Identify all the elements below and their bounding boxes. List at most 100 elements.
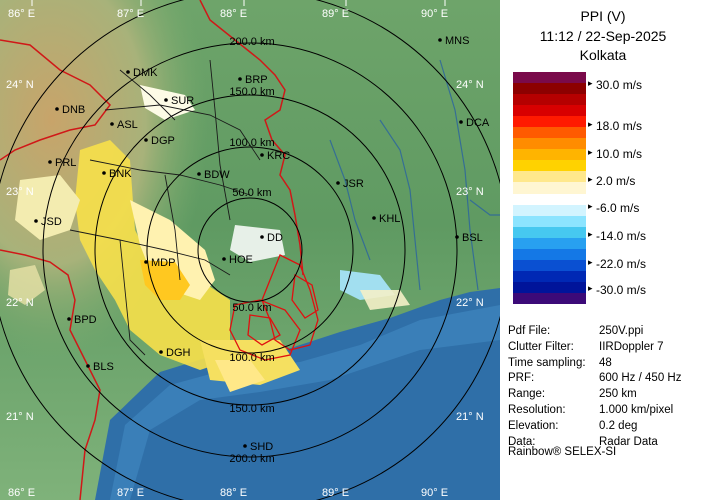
city-label-prl: PRL bbox=[55, 157, 76, 169]
color-scale-label: -30.0 m/s bbox=[588, 283, 646, 297]
city-label-asl: ASL bbox=[117, 119, 138, 131]
lon-label-bottom: 86° E bbox=[8, 487, 35, 499]
city-label-sur: SUR bbox=[171, 95, 194, 107]
product-title: PPI (V) bbox=[580, 8, 626, 24]
color-scale-swatch bbox=[513, 171, 586, 183]
city-label-bnk: BNK bbox=[109, 168, 132, 180]
international-border bbox=[199, 0, 304, 276]
graticule: 86° E 86° E 87° E 87° E 88° E 88° E 89° E 89° E… bbox=[6, 0, 484, 499]
color-scale-label: -22.0 m/s bbox=[588, 257, 646, 271]
city-dot-bls bbox=[86, 364, 90, 368]
lon-label-top: 89° E bbox=[322, 8, 349, 20]
color-scale-label: -6.0 m/s bbox=[588, 201, 639, 215]
color-scale-swatch bbox=[513, 182, 586, 194]
color-scale-label: 30.0 m/s bbox=[588, 78, 642, 92]
range-label-north: 50.0 km bbox=[232, 187, 271, 199]
color-scale-swatch bbox=[513, 270, 586, 282]
metadata-value: 48 bbox=[599, 356, 612, 369]
clutter-contours bbox=[229, 254, 319, 361]
city-dot-bsl bbox=[455, 235, 459, 239]
city-dot-dmk bbox=[126, 70, 130, 74]
metadata-value: 250V.ppi bbox=[599, 325, 644, 337]
range-label-south: 150.0 km bbox=[229, 403, 274, 415]
metadata-key: Resolution: bbox=[508, 403, 566, 416]
metadata-value: 600 Hz / 450 Hz bbox=[599, 372, 682, 385]
color-scale-swatch bbox=[513, 193, 586, 205]
city-dot-shd bbox=[243, 444, 247, 448]
color-scale-label: -14.0 m/s bbox=[588, 229, 646, 243]
station-name: Kolkata bbox=[579, 47, 627, 63]
city-label-dca: DCA bbox=[466, 117, 490, 129]
color-scale-swatch bbox=[513, 259, 586, 271]
metadata-row: Elevation: 0.2 deg bbox=[508, 419, 681, 435]
metadata-key: Time sampling: bbox=[508, 356, 586, 369]
metadata-value: Radar Data bbox=[599, 435, 658, 448]
metadata-row: Clutter Filter: IIRDoppler 7 bbox=[508, 340, 681, 356]
western-border bbox=[0, 39, 111, 161]
color-scale bbox=[513, 72, 586, 304]
color-scale-swatch bbox=[513, 105, 586, 117]
city-label-dgh: DGH bbox=[166, 347, 191, 359]
lon-label-top: 86° E bbox=[8, 8, 35, 20]
lon-label-bottom: 87° E bbox=[117, 487, 144, 499]
city-dot-jsd bbox=[34, 219, 38, 223]
range-label-south: 200.0 km bbox=[229, 453, 274, 465]
lon-label-bottom: 89° E bbox=[322, 487, 349, 499]
city-dot-brp bbox=[238, 77, 242, 81]
metadata-key: PRF: bbox=[508, 372, 535, 385]
color-scale-swatch bbox=[513, 138, 586, 150]
metadata-row: Range: 250 km bbox=[508, 387, 681, 403]
lon-label-top: 88° E bbox=[220, 8, 247, 20]
city-label-mdp: MDP bbox=[151, 257, 175, 269]
metadata-key: Elevation: bbox=[508, 419, 559, 432]
range-label-north: 150.0 km bbox=[229, 86, 274, 98]
color-scale-swatch bbox=[513, 94, 586, 106]
city-dot-bdw bbox=[197, 172, 201, 176]
color-scale-swatch bbox=[513, 127, 586, 139]
metadata-key: Range: bbox=[508, 388, 546, 401]
range-ring-labels: 50.0 km 100.0 km 150.0 km 200.0 km 50.0 km 10… bbox=[229, 36, 274, 465]
range-label-south: 50.0 km bbox=[232, 302, 271, 314]
city-label-hoe: HOE bbox=[229, 254, 253, 266]
color-scale-swatch bbox=[513, 248, 586, 260]
color-scale-swatch bbox=[513, 215, 586, 227]
info-panel: PPI (V) 11:12 / 22-Sep-2025 Kolkata 30.0… bbox=[500, 0, 706, 500]
city-label-krc: KRC bbox=[267, 150, 290, 162]
city-dot-sur bbox=[164, 98, 168, 102]
city-label-bsl: BSL bbox=[462, 232, 483, 244]
city-label-shd: SHD bbox=[250, 441, 273, 453]
metadata-table: Pdf File: 250V.ppi Clutter Filter: IIRDoppl… bbox=[508, 324, 681, 450]
range-label-north: 200.0 km bbox=[229, 36, 274, 48]
lat-label-left: 21° N bbox=[6, 411, 34, 423]
city-label-bdw: BDW bbox=[204, 169, 230, 181]
lat-label-right: 21° N bbox=[456, 411, 484, 423]
color-scale-label: 18.0 m/s bbox=[588, 119, 642, 133]
city-dot-jsr bbox=[336, 181, 340, 185]
lon-label-bottom: 88° E bbox=[220, 487, 247, 499]
city-label-jsr: JSR bbox=[343, 178, 364, 190]
lat-label-right: 23° N bbox=[456, 186, 484, 198]
metadata-value: 0.2 deg bbox=[599, 419, 638, 432]
city-dot-asl bbox=[110, 122, 114, 126]
rivers bbox=[329, 59, 500, 291]
city-dot-khl bbox=[372, 216, 376, 220]
city-dot-dd bbox=[260, 235, 264, 239]
southwest-border bbox=[0, 249, 101, 500]
timestamp: 11:12 / 22-Sep-2025 bbox=[539, 28, 667, 44]
lon-label-bottom: 90° E bbox=[421, 487, 448, 499]
metadata-key: Clutter Filter: bbox=[508, 340, 574, 353]
color-scale-swatch bbox=[513, 237, 586, 249]
metadata-key: Pdf File: bbox=[508, 325, 551, 337]
color-scale-swatch bbox=[513, 83, 586, 95]
city-label-bls: BLS bbox=[93, 361, 114, 373]
lat-label-left: 23° N bbox=[6, 186, 34, 198]
range-label-south: 100.0 km bbox=[229, 352, 274, 364]
lat-label-right: 22° N bbox=[456, 297, 484, 309]
color-scale-swatch bbox=[513, 226, 586, 238]
radar-map: 86° E 86° E 87° E 87° E 88° E 88° E 89° E 89° E… bbox=[0, 0, 500, 500]
metadata-row: Time sampling: 48 bbox=[508, 356, 681, 372]
city-label-dd: DD bbox=[267, 232, 283, 244]
color-scale-label: 2.0 m/s bbox=[588, 174, 635, 188]
metadata-row: Data: Radar Data bbox=[508, 435, 681, 451]
